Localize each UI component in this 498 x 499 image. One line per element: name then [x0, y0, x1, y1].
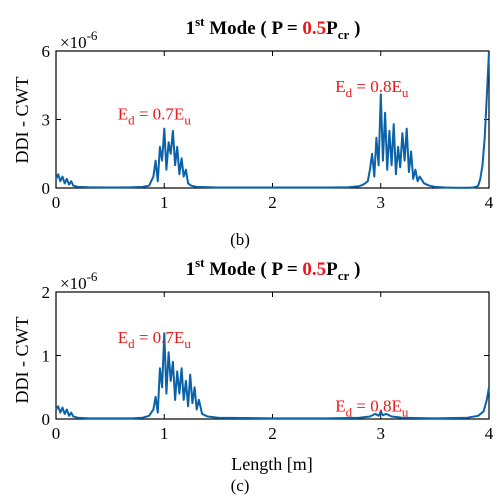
- panel-c-title: 1st Mode ( P = 0.5Pcr ): [186, 255, 361, 283]
- panel-b-xtick-label: 4: [485, 193, 494, 212]
- panel-b-ytick-label: 3: [42, 111, 51, 130]
- panel-c-series-line: [55, 332, 490, 420]
- panel-b-xtick-label: 1: [160, 193, 169, 212]
- panel-c-xlabel: Length [m]: [231, 454, 312, 474]
- panel-c-ylabel: DDI - CWT: [12, 317, 32, 404]
- panel-b-annotation-1: Ed = 0.7Eu: [118, 105, 192, 128]
- panel-b-ytick-label: 0: [42, 179, 51, 198]
- panel-b-title-value: 0.5: [302, 18, 326, 39]
- panel-c-title-post: P: [326, 259, 338, 280]
- panel-b-series: [55, 50, 490, 189]
- panel-b-y-exponent: ×10-6: [60, 28, 98, 52]
- panel-c-y-exponent: ×10-6: [60, 269, 98, 293]
- panel-b-xtick-label: 3: [377, 193, 386, 212]
- panel-c-title-base: 1: [186, 259, 196, 280]
- panel-b-title: 1st Mode ( P = 0.5Pcr ): [186, 14, 361, 42]
- panel-c-xtick-label: 0: [52, 424, 61, 443]
- panel-c-annotations: Ed = 0.7Eu Ed = 0.8Eu: [118, 328, 409, 420]
- panel-c-series: [55, 332, 490, 420]
- panel-b-caption: (b): [230, 230, 250, 249]
- panel-c-title-sub: cr: [338, 268, 350, 283]
- panel-b-ytick-label: 6: [42, 42, 51, 61]
- panel-c-caption: (c): [231, 476, 250, 495]
- panel-c-chart: 1st Mode ( P = 0.5Pcr ) ×10-6 DDI - CWT …: [12, 255, 494, 495]
- panel-b-title-sub: cr: [338, 27, 350, 42]
- panel-c-annotation-1: Ed = 0.7Eu: [118, 328, 192, 351]
- panel-b-ylabel: DDI - CWT: [12, 77, 32, 164]
- panel-c-ytick-label: 0: [42, 410, 51, 429]
- panel-c-ytick-label: 2: [42, 283, 51, 302]
- panel-c-title-end: ): [349, 259, 360, 280]
- panel-c-title-sup: st: [195, 255, 205, 270]
- panel-b-annotations: Ed = 0.7Eu Ed = 0.8Eu: [118, 77, 409, 127]
- panel-b-title-base: 1: [186, 18, 196, 39]
- panel-c-xtick-label: 4: [485, 424, 494, 443]
- panel-b-xtick-label: 2: [268, 193, 277, 212]
- panel-b-series-line: [55, 50, 490, 189]
- panel-c-annotation-2: Ed = 0.8Eu: [335, 396, 409, 419]
- panel-b-title-pre: Mode ( P =: [205, 18, 303, 39]
- panel-b-title-sup: st: [195, 14, 205, 29]
- panel-c-xtick-label: 1: [160, 424, 169, 443]
- panel-b-annotation-2: Ed = 0.8Eu: [335, 77, 409, 100]
- panel-b-title-end: ): [349, 18, 360, 39]
- panel-c-title-value: 0.5: [302, 259, 326, 280]
- panel-c-ytick-label: 1: [42, 347, 51, 366]
- panel-c-axes-box: [55, 291, 490, 420]
- panel-b-xtick-label: 0: [52, 193, 61, 212]
- panel-c-xtick-label: 3: [377, 424, 386, 443]
- panel-c-title-pre: Mode ( P =: [205, 259, 303, 280]
- panel-b-chart: 1st Mode ( P = 0.5Pcr ) ×10-6 DDI - CWT …: [12, 14, 494, 249]
- panel-c-xtick-label: 2: [268, 424, 277, 443]
- panel-b-title-post: P: [326, 18, 338, 39]
